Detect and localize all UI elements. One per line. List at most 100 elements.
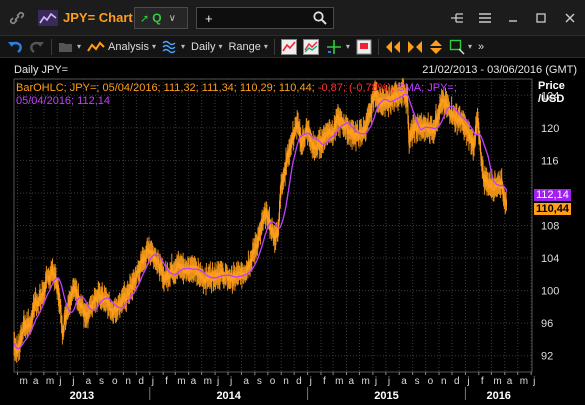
analysis-label: Analysis (108, 40, 149, 53)
y-tick-label: 120 (541, 123, 559, 135)
green-arrow-icon: ➚ (140, 12, 150, 25)
close-last-value-tag: 110,44 (534, 203, 572, 215)
fit-vertical-icon[interactable] (426, 36, 446, 58)
chart-legend: BarOHLC; JPY=; 05/04/2016; 111,32; 111,3… (16, 82, 486, 108)
crosshair-icon[interactable]: ▾ (322, 36, 353, 58)
x-tick-label: s (257, 376, 262, 387)
search-box[interactable] (196, 7, 334, 29)
compare-chart-icon[interactable] (300, 36, 322, 58)
x-tick-label: f (323, 376, 326, 387)
chart-line-icon (38, 9, 58, 27)
x-tick-label: j (309, 376, 312, 387)
chevron-down-icon: ∨ (168, 12, 176, 24)
x-tick-label: m (177, 376, 185, 387)
scroll-left-icon[interactable] (382, 36, 404, 58)
caret-down-icon: ▾ (345, 42, 350, 51)
quote-button[interactable]: ➚ Q ∨ (134, 7, 188, 29)
more-icon[interactable]: » (477, 40, 485, 53)
line-chart-icon[interactable] (278, 36, 300, 58)
x-tick-label: f (481, 376, 484, 387)
x-tick-label: a (191, 376, 197, 387)
y-tick-label: 104 (541, 253, 559, 265)
x-tick-label: j (58, 376, 61, 387)
y-tick-label: 100 (541, 286, 559, 298)
redo-icon[interactable] (26, 36, 48, 58)
y-tick-label: 108 (541, 221, 559, 233)
x-tick-label: d (454, 376, 460, 387)
x-tick-label: d (138, 376, 144, 387)
interval-dropdown[interactable]: Daily ▾ (188, 36, 225, 58)
legend-change: -0,87; (-0,78%); (317, 82, 395, 94)
sma-series-line (13, 93, 508, 350)
x-tick-label: a (33, 376, 39, 387)
x-tick-label: m (520, 376, 528, 387)
maximize-icon[interactable] (527, 0, 555, 36)
chart-panel[interactable]: 9296100104108112116120124mamjjasondjfmam… (0, 59, 585, 405)
x-tick-label: m (204, 376, 212, 387)
tree-icon[interactable] (443, 0, 471, 36)
x-tick-label: a (401, 376, 407, 387)
year-label: 2014 (216, 390, 241, 402)
quote-button-label: Q (152, 11, 162, 25)
year-label: 2015 (374, 390, 398, 402)
date-range-label: 21/02/2013 - 03/06/2016 (GMT) (422, 64, 577, 76)
x-tick-label: n (125, 376, 131, 387)
y-tick-label: 92 (541, 351, 553, 363)
zoom-select-icon[interactable]: ▾ (446, 36, 475, 58)
title-bar: JPY= Chart ➚ Q ∨ (0, 0, 585, 36)
analysis-icon (87, 40, 105, 52)
scroll-right-icon[interactable] (404, 36, 426, 58)
link-icon[interactable] (8, 9, 26, 27)
y-axis-title-line2: /USD (538, 93, 565, 105)
price-series-line (13, 84, 508, 355)
x-tick-label: a (349, 376, 355, 387)
x-tick-label: j (466, 376, 469, 387)
legend-sma: SMA; JPY=; (397, 82, 457, 94)
close-icon[interactable] (555, 0, 585, 36)
analysis-button[interactable]: Analysis ▾ (84, 36, 159, 58)
chart-title: Daily JPY= (14, 64, 69, 76)
y-tick-label: 116 (541, 155, 559, 167)
caret-down-icon: ▾ (467, 42, 472, 51)
minimize-icon[interactable] (499, 0, 527, 36)
window-title: JPY= Chart (63, 10, 133, 25)
x-tick-label: m (46, 376, 54, 387)
y-tick-label: 96 (541, 318, 553, 330)
legend-ohlc: BarOHLC; JPY=; 05/04/2016; 111,32; 111,3… (16, 82, 315, 94)
x-tick-label: m (493, 376, 501, 387)
x-tick-label: d (296, 376, 302, 387)
folder-icon[interactable]: ▾ (55, 36, 84, 58)
x-tick-label: a (243, 376, 249, 387)
x-tick-label: o (270, 376, 276, 387)
x-tick-label: n (441, 376, 447, 387)
x-tick-label: j (71, 376, 74, 387)
x-tick-label: j (151, 376, 154, 387)
caret-down-icon: ▾ (263, 42, 268, 51)
studies-button[interactable]: ▾ (159, 36, 188, 58)
x-tick-label: o (428, 376, 434, 387)
x-tick-label: m (361, 376, 369, 387)
x-tick-label: j (387, 376, 390, 387)
caret-down-icon: ▾ (181, 42, 186, 51)
interval-label: Daily (191, 40, 216, 53)
search-input[interactable] (197, 10, 305, 26)
undo-icon[interactable] (4, 36, 26, 58)
year-label: 2013 (70, 390, 94, 402)
menu-icon[interactable] (471, 0, 499, 36)
y-axis-title: Price /USD (538, 80, 565, 106)
x-tick-label: s (99, 376, 104, 387)
range-dropdown[interactable]: Range ▾ (225, 36, 270, 58)
x-tick-label: f (165, 376, 168, 387)
price-chart[interactable]: 9296100104108112116120124mamjjasondjfmam… (0, 59, 585, 405)
x-tick-label: m (19, 376, 27, 387)
range-label: Range (228, 40, 261, 53)
export-icon[interactable] (353, 36, 375, 58)
search-icon[interactable] (313, 11, 327, 28)
x-tick-label: a (507, 376, 513, 387)
x-tick-label: n (283, 376, 289, 387)
sma-last-value-tag: 112,14 (534, 189, 571, 201)
x-tick-label: j (229, 376, 232, 387)
x-tick-label: j (532, 376, 535, 387)
x-tick-label: j (374, 376, 377, 387)
caret-down-icon: ▾ (151, 42, 156, 51)
